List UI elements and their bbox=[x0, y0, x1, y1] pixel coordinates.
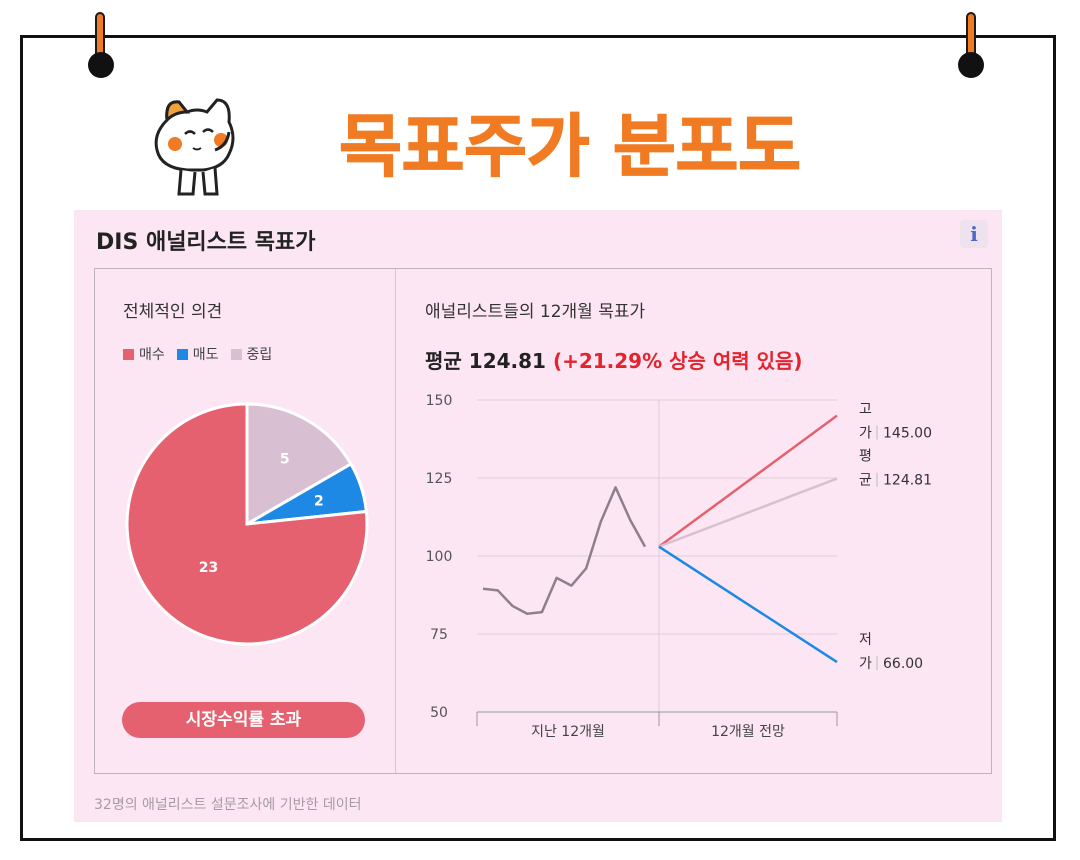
target-label: 가 bbox=[859, 426, 872, 442]
average-value: 124.81 bbox=[468, 349, 546, 373]
x-category-label: 12개월 전망 bbox=[711, 724, 785, 740]
pin-right-base bbox=[958, 52, 984, 78]
average-prefix: 평균 bbox=[425, 349, 462, 373]
target-line bbox=[658, 414, 838, 548]
legend-item-hold: 중립 bbox=[230, 344, 273, 364]
headline-text: 목표주가 분포도 bbox=[339, 108, 801, 187]
panel-divider bbox=[395, 269, 396, 773]
target-line bbox=[658, 477, 838, 548]
y-tick-label: 150 bbox=[426, 393, 453, 409]
y-tick-label: 75 bbox=[430, 627, 448, 643]
footer-note: 32명의 애널리스트 설문조사에 기반한 데이터 bbox=[94, 797, 362, 813]
legend-label-sell: 매도 bbox=[192, 347, 219, 363]
target-value: 145.00 bbox=[883, 426, 932, 442]
price-target-title: 애널리스트들의 12개월 목표가 bbox=[425, 302, 646, 322]
y-tick-label: 125 bbox=[426, 471, 453, 487]
legend-swatch-hold bbox=[230, 348, 242, 360]
pie-slice bbox=[125, 402, 369, 646]
legend-item-sell: 매도 bbox=[176, 344, 219, 364]
x-category-label: 지난 12개월 bbox=[531, 724, 605, 740]
pie-data-label: 5 bbox=[280, 452, 290, 468]
pie-slice bbox=[245, 402, 353, 527]
target-label: 평 bbox=[859, 449, 872, 465]
target-label: 저 bbox=[859, 632, 872, 648]
pin-left-base bbox=[88, 52, 114, 78]
analyst-card: DIS 애널리스트 목표가 i 전체적인 의견 매수 매도 중립 5 2 23 시장… bbox=[74, 210, 1002, 822]
legend-label-buy: 매수 bbox=[139, 347, 165, 363]
target-label: 균 bbox=[859, 473, 872, 489]
headline: 목표주가 분포도 bbox=[338, 107, 801, 188]
legend-item-buy: 매수 bbox=[123, 344, 165, 364]
target-value: 66.00 bbox=[883, 656, 923, 672]
target-label: 고 bbox=[859, 402, 872, 418]
legend-swatch-buy bbox=[123, 348, 134, 360]
pie-data-label: 23 bbox=[199, 560, 218, 576]
y-tick-label: 100 bbox=[426, 549, 453, 565]
info-icon[interactable]: i bbox=[960, 220, 988, 248]
pie-data-label: 2 bbox=[314, 494, 324, 510]
target-line bbox=[658, 545, 838, 664]
card-panel: 전체적인 의견 매수 매도 중립 5 2 23 시장수익률 초과 애널리스트들의 1… bbox=[94, 268, 992, 774]
consensus-badge[interactable]: 시장수익률 초과 bbox=[122, 702, 365, 738]
target-value: 124.81 bbox=[883, 473, 932, 489]
card-title: DIS 애널리스트 목표가 bbox=[96, 230, 316, 255]
history-price-line bbox=[482, 486, 647, 615]
cat-mascot-icon bbox=[154, 98, 235, 196]
y-tick-label: 50 bbox=[430, 705, 448, 721]
average-target: 평균 124.81 (+21.29% 상승 여력 있음) bbox=[425, 345, 803, 374]
pie-legend: 매수 매도 중립 bbox=[123, 344, 272, 364]
upside-text: (+21.29% 상승 여력 있음) bbox=[552, 349, 803, 373]
target-label: 가 bbox=[859, 656, 872, 672]
legend-label-hold: 중립 bbox=[246, 347, 273, 363]
rating-pie-chart: 5 2 23 bbox=[125, 402, 369, 646]
legend-swatch-sell bbox=[176, 348, 188, 360]
consensus-title: 전체적인 의견 bbox=[123, 302, 223, 322]
